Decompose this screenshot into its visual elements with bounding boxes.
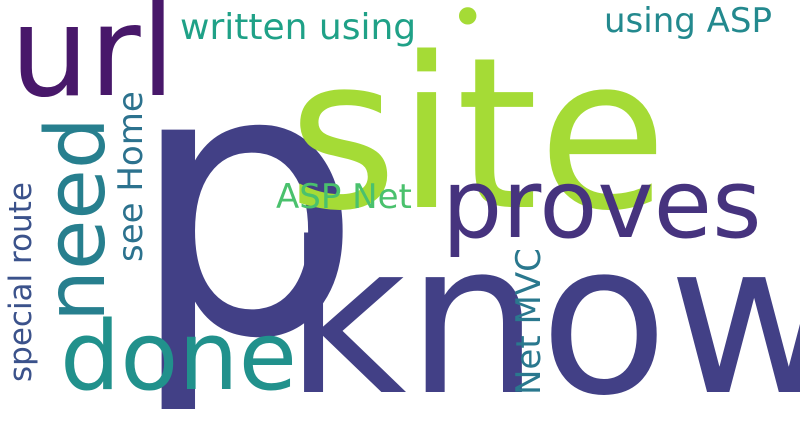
word-special-route: special route bbox=[3, 182, 39, 382]
word-using-asp: using ASP bbox=[604, 1, 772, 41]
word-proves: proves bbox=[442, 150, 762, 260]
word-net-mvc: Net MVC bbox=[509, 248, 549, 395]
word-written-using: written using bbox=[180, 7, 417, 48]
word-dot: • bbox=[450, 0, 486, 53]
word-asp-net: ASP Net bbox=[276, 177, 412, 217]
word-p: p bbox=[128, 0, 363, 420]
word-site: site bbox=[288, 12, 668, 257]
word-need: need bbox=[29, 117, 124, 322]
word-url: url bbox=[10, 0, 176, 125]
word-know: know bbox=[285, 197, 800, 442]
word-cloud: p site know url proves done ASP Net writ… bbox=[3, 0, 800, 425]
word-done: done bbox=[60, 302, 298, 412]
word-see-home: see Home bbox=[111, 91, 151, 262]
